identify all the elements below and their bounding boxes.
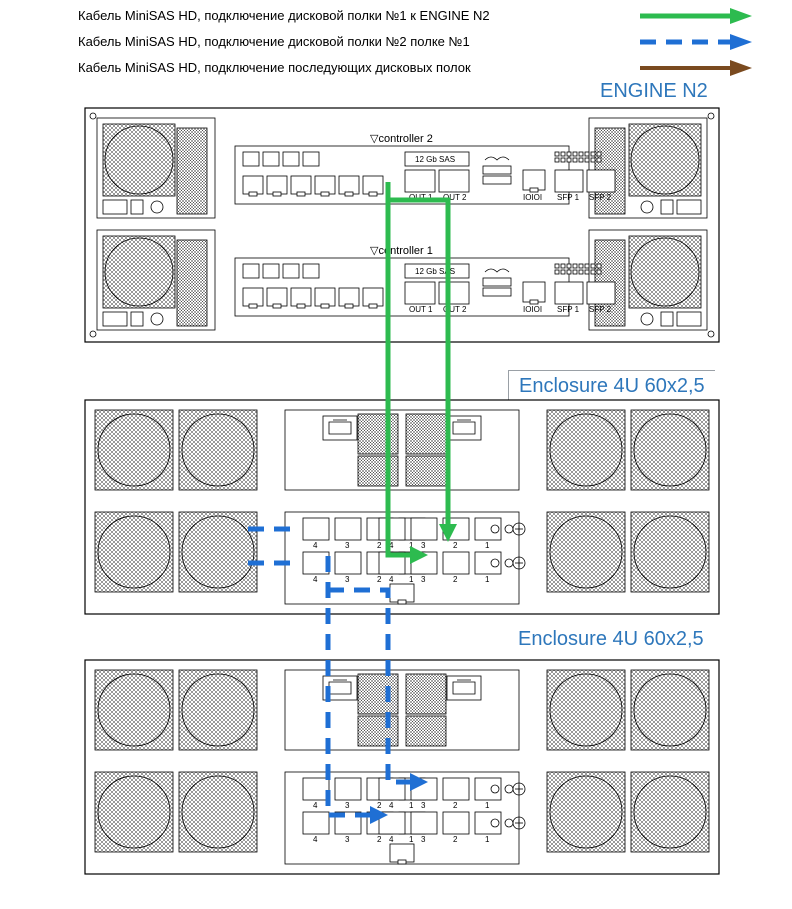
svg-text:1: 1 — [485, 575, 490, 584]
svg-text:4: 4 — [389, 801, 394, 810]
svg-text:2: 2 — [453, 835, 458, 844]
svg-text:4: 4 — [313, 835, 318, 844]
svg-text:4: 4 — [313, 575, 318, 584]
svg-text:12 Gb SAS: 12 Gb SAS — [415, 155, 455, 164]
enclosure2-chassis: 4 3 2 1 1 2 3 4 4 3 2 1 1 2 3 4 — [85, 660, 719, 874]
legend-arrow-brown — [640, 60, 752, 76]
svg-text:OUT 1: OUT 1 — [409, 305, 433, 314]
svg-text:1: 1 — [485, 835, 490, 844]
svg-text:2: 2 — [377, 835, 382, 844]
legend-arrow-blue — [640, 34, 752, 50]
svg-text:SFP 2: SFP 2 — [589, 305, 612, 314]
svg-text:1: 1 — [485, 541, 490, 550]
svg-text:2: 2 — [453, 541, 458, 550]
svg-text:1: 1 — [409, 835, 414, 844]
svg-text:4: 4 — [389, 835, 394, 844]
diagram-svg: ▽controller 212 Gb SASOUT 1OUT 2IOIOISFP… — [0, 0, 792, 909]
svg-text:SFP 2: SFP 2 — [589, 193, 612, 202]
svg-text:3: 3 — [421, 801, 426, 810]
svg-text:2: 2 — [377, 801, 382, 810]
svg-text:3: 3 — [421, 835, 426, 844]
svg-text:1: 1 — [485, 801, 490, 810]
legend-arrow-green — [640, 8, 752, 24]
svg-text:3: 3 — [345, 801, 350, 810]
svg-text:3: 3 — [421, 575, 426, 584]
svg-text:▽controller 2: ▽controller 2 — [370, 133, 433, 145]
svg-text:4: 4 — [389, 575, 394, 584]
svg-text:2: 2 — [377, 541, 382, 550]
enclosure1-chassis: 4321123443211234 — [85, 400, 719, 614]
engine-chassis: ▽controller 212 Gb SASOUT 1OUT 2IOIOISFP… — [85, 108, 719, 342]
svg-text:2: 2 — [453, 801, 458, 810]
svg-text:1: 1 — [409, 801, 414, 810]
svg-text:▽controller 1: ▽controller 1 — [370, 245, 433, 257]
svg-text:2: 2 — [377, 575, 382, 584]
svg-text:2: 2 — [453, 575, 458, 584]
svg-text:IOIOI: IOIOI — [523, 193, 542, 202]
svg-text:4: 4 — [313, 541, 318, 550]
svg-text:SFP 1: SFP 1 — [557, 305, 580, 314]
svg-text:4: 4 — [313, 801, 318, 810]
svg-text:IOIOI: IOIOI — [523, 305, 542, 314]
svg-text:1: 1 — [409, 575, 414, 584]
svg-text:3: 3 — [421, 541, 426, 550]
svg-text:3: 3 — [345, 575, 350, 584]
svg-text:SFP 1: SFP 1 — [557, 193, 580, 202]
svg-text:3: 3 — [345, 835, 350, 844]
svg-text:3: 3 — [345, 541, 350, 550]
